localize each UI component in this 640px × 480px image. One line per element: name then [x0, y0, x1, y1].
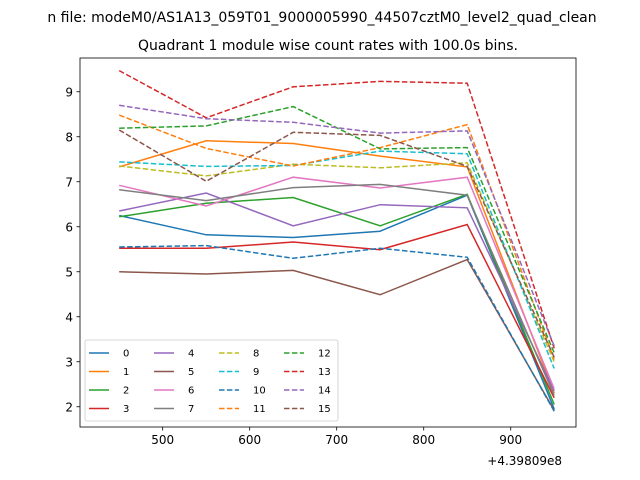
legend-label-14: 14: [318, 386, 331, 397]
legend-label-0: 0: [123, 349, 129, 360]
plot-area: 500 600 700 800 900 2 3 4 5 6 7 8 9 +4.39809e8: [65, 57, 577, 468]
y-axis-ticks: 2 3 4 5 6 7 8 9: [65, 85, 80, 414]
legend-label-4: 4: [188, 349, 194, 360]
legend-label-11: 11: [253, 404, 266, 415]
series-layer: [118, 69, 555, 412]
x-tick-label: 700: [325, 433, 348, 447]
series-line-6: [119, 176, 555, 390]
legend-label-10: 10: [253, 386, 266, 397]
series-line-8: [119, 162, 555, 363]
series-line-5: [119, 258, 555, 411]
x-tick-label: 500: [151, 433, 174, 447]
legend-label-9: 9: [253, 367, 259, 378]
legend-label-5: 5: [188, 367, 194, 378]
x-axis-offset-label: +4.39809e8: [487, 454, 562, 468]
series-line-7: [119, 183, 555, 396]
y-tick-label: 9: [65, 85, 73, 99]
legend-label-8: 8: [253, 349, 259, 360]
series-line-12: [119, 105, 555, 354]
y-tick-label: 8: [65, 130, 73, 144]
legend-label-3: 3: [123, 404, 129, 415]
y-tick-label: 4: [65, 310, 73, 324]
series-line-1: [118, 140, 555, 394]
figure-suptitle: n file: modeM0/AS1A13_059T01_9000005990_…: [47, 10, 596, 26]
y-tick-label: 5: [65, 265, 73, 279]
series-line-9: [119, 150, 555, 369]
series-line-14: [119, 104, 555, 347]
legend-label-6: 6: [188, 386, 194, 397]
y-tick-label: 6: [65, 220, 73, 234]
series-line-13: [118, 69, 555, 349]
x-tick-label: 800: [412, 433, 435, 447]
series-line-10: [119, 244, 555, 412]
chart-title: Quadrant 1 module wise count rates with …: [138, 38, 518, 54]
legend-label-2: 2: [123, 386, 129, 397]
axes-frame: [79, 57, 577, 428]
y-tick-label: 3: [65, 355, 73, 369]
legend-label-13: 13: [318, 367, 331, 378]
x-axis-ticks: 500 600 700 800 900: [151, 427, 522, 447]
legend-label-15: 15: [318, 404, 331, 415]
x-tick-label: 600: [238, 433, 261, 447]
legend-label-7: 7: [188, 404, 194, 415]
series-line-11: [118, 114, 555, 360]
legend-label-1: 1: [123, 367, 129, 378]
y-tick-label: 2: [65, 400, 73, 414]
series-line-3: [119, 223, 555, 399]
legend-label-12: 12: [318, 349, 331, 360]
x-tick-label: 900: [499, 433, 522, 447]
series-line-15: [118, 129, 555, 358]
legend-frame: [84, 339, 339, 422]
series-line-4: [119, 192, 555, 392]
y-tick-label: 7: [65, 175, 73, 189]
